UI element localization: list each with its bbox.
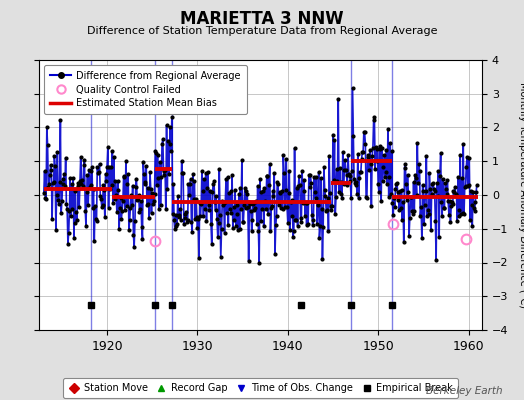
Text: Berkeley Earth: Berkeley Earth bbox=[427, 386, 503, 396]
Legend: Station Move, Record Gap, Time of Obs. Change, Empirical Break: Station Move, Record Gap, Time of Obs. C… bbox=[63, 378, 458, 398]
Text: Difference of Station Temperature Data from Regional Average: Difference of Station Temperature Data f… bbox=[87, 26, 437, 36]
Y-axis label: Monthly Temperature Anomaly Difference (°C): Monthly Temperature Anomaly Difference (… bbox=[518, 82, 524, 308]
Text: MARIETTA 3 NNW: MARIETTA 3 NNW bbox=[180, 10, 344, 28]
